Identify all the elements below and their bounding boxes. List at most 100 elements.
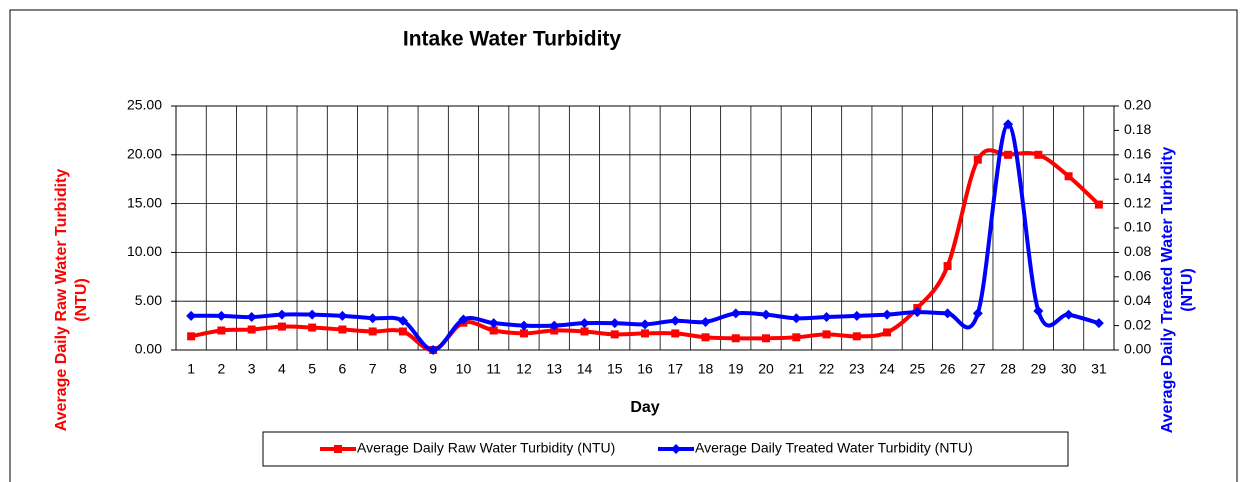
y2-tick-label: 0.06 — [1124, 268, 1151, 284]
x-tick-label: 27 — [970, 361, 986, 377]
y2-axis-title-line: (NTU) — [1179, 268, 1196, 312]
marker — [791, 313, 802, 324]
marker — [277, 322, 286, 331]
marker — [518, 320, 529, 331]
marker — [731, 334, 740, 343]
marker — [1033, 305, 1044, 316]
y2-axis-title: Average Daily Treated Water Turbidity (N… — [1159, 147, 1196, 434]
marker — [912, 307, 923, 318]
marker — [1034, 150, 1043, 159]
y-tick-label: 20.00 — [127, 146, 162, 162]
marker — [972, 308, 983, 319]
marker — [943, 262, 952, 271]
x-tick-label: 26 — [940, 361, 956, 377]
x-tick-label: 16 — [637, 361, 653, 377]
marker — [247, 325, 256, 334]
marker — [308, 323, 317, 332]
marker — [1093, 318, 1104, 329]
marker — [186, 310, 197, 321]
y-axis-title-line: Average Daily Raw Water Turbidity — [53, 169, 70, 432]
x-tick-label: 13 — [546, 361, 562, 377]
marker — [882, 309, 893, 320]
y-tick-label: 10.00 — [127, 243, 162, 259]
marker — [1064, 172, 1073, 181]
marker — [217, 326, 226, 335]
marker — [762, 334, 771, 343]
y2-tick-label: 0.20 — [1124, 97, 1151, 113]
x-tick-label: 11 — [486, 361, 501, 377]
x-tick-label: 21 — [789, 361, 805, 377]
marker — [367, 313, 378, 324]
y2-tick-label: 0.04 — [1124, 292, 1151, 308]
marker — [338, 325, 347, 334]
x-tick-label: 17 — [667, 361, 683, 377]
marker — [700, 316, 711, 327]
x-tick-label: 22 — [819, 361, 835, 377]
x-tick-label: 14 — [577, 361, 593, 377]
marker — [337, 310, 348, 321]
x-tick-label: 30 — [1061, 361, 1077, 377]
marker — [671, 329, 680, 338]
chart-title: Intake Water Turbidity — [403, 28, 622, 51]
y2-tick-label: 0.08 — [1124, 243, 1151, 259]
marker — [1094, 200, 1103, 209]
y2-axis-title-line: Average Daily Treated Water Turbidity — [1159, 147, 1176, 434]
marker — [670, 315, 681, 326]
x-tick-label: 5 — [308, 361, 316, 377]
marker — [822, 330, 831, 339]
x-tick-label: 24 — [879, 361, 895, 377]
marker — [1004, 150, 1013, 159]
y2-tick-label: 0.00 — [1124, 341, 1151, 357]
y2-tick-label: 0.16 — [1124, 146, 1151, 162]
marker — [368, 327, 377, 336]
y2-tick-label: 0.18 — [1124, 121, 1151, 137]
marker — [549, 320, 560, 331]
marker — [851, 310, 862, 321]
legend-marker — [334, 445, 342, 453]
marker — [1063, 309, 1074, 320]
x-tick-label: 2 — [217, 361, 225, 377]
marker — [519, 329, 528, 338]
x-tick-label: 23 — [849, 361, 865, 377]
marker — [792, 333, 801, 342]
chart-frame — [9, 9, 1238, 482]
x-axis-title: Day — [630, 399, 659, 416]
marker — [641, 329, 649, 338]
marker — [761, 309, 772, 320]
marker — [187, 332, 196, 341]
x-tick-label: 7 — [369, 361, 377, 377]
marker — [821, 312, 832, 323]
marker — [489, 326, 498, 335]
x-tick-label: 31 — [1091, 361, 1107, 377]
marker — [307, 309, 318, 320]
marker — [610, 330, 619, 339]
legend-marker — [671, 444, 681, 454]
marker — [883, 328, 892, 337]
x-tick-label: 19 — [728, 361, 744, 377]
marker — [973, 155, 982, 164]
marker — [398, 327, 407, 336]
y-axis-title-line: (NTU) — [73, 278, 90, 322]
x-tick-label: 4 — [278, 361, 286, 377]
marker — [276, 309, 287, 320]
x-tick-label: 18 — [698, 361, 714, 377]
marker — [609, 318, 620, 329]
y-tick-label: 25.00 — [127, 97, 162, 113]
marker — [488, 318, 499, 329]
x-tick-label: 20 — [758, 361, 774, 377]
marker — [701, 333, 710, 342]
y-tick-label: 5.00 — [135, 292, 162, 308]
x-tick-label: 1 — [187, 361, 195, 377]
marker — [1003, 119, 1014, 130]
x-tick-label: 15 — [607, 361, 623, 377]
x-tick-label: 3 — [248, 361, 256, 377]
marker — [640, 319, 650, 330]
marker — [397, 315, 408, 326]
legend-box — [262, 431, 1069, 467]
legend-label: Average Daily Treated Water Turbidity (N… — [695, 440, 973, 456]
x-tick-label: 25 — [910, 361, 926, 377]
legend-label: Average Daily Raw Water Turbidity (NTU) — [357, 440, 615, 456]
marker — [216, 310, 227, 321]
marker — [852, 332, 861, 341]
y2-tick-label: 0.14 — [1124, 170, 1151, 186]
